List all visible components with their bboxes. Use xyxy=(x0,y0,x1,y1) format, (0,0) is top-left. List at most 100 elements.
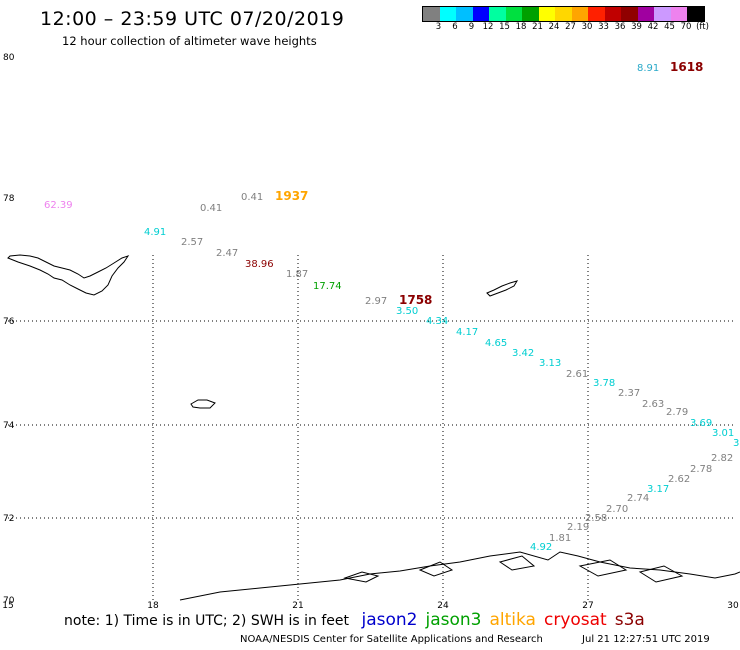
latitude-label: 80 xyxy=(3,53,15,63)
wave-height-label: 1.87 xyxy=(286,269,308,280)
longitude-label: 24 xyxy=(437,601,449,611)
color-swatch xyxy=(621,7,638,21)
color-scale-label: 6 xyxy=(452,22,458,32)
color-scale-label: 18 xyxy=(515,22,527,32)
wave-height-label: 2.70 xyxy=(606,504,628,515)
satellite-legend: jason2 jason3 altika cryosat s3a xyxy=(361,610,652,630)
color-swatch xyxy=(439,7,456,21)
longitude-label: 18 xyxy=(147,601,159,611)
wave-height-label: 2.61 xyxy=(566,369,588,380)
wave-height-label: 0.41 xyxy=(200,203,222,214)
color-swatch xyxy=(489,7,506,21)
color-swatch xyxy=(604,7,621,21)
color-scale-label: 12 xyxy=(482,22,494,32)
wave-height-label: 4.34 xyxy=(426,316,448,327)
latitude-label: 74 xyxy=(3,421,15,431)
wave-height-label: 2.63 xyxy=(642,399,664,410)
coastlines xyxy=(7,254,740,601)
wave-height-label: 3.17 xyxy=(647,484,669,495)
wave-height-label: 8.91 xyxy=(637,63,659,74)
svalbard-coastline xyxy=(7,254,130,296)
color-swatch xyxy=(423,7,440,21)
norway-islands-3 xyxy=(498,555,536,571)
color-swatch xyxy=(505,7,522,21)
longitude-label: 15 xyxy=(2,601,13,611)
color-swatch xyxy=(522,7,539,21)
wave-height-label: 62.39 xyxy=(44,200,73,211)
wave-height-label: 1618 xyxy=(670,60,703,74)
longitude-label: 27 xyxy=(582,601,593,611)
color-scale-label: 24 xyxy=(548,22,560,32)
color-scale-label: 36 xyxy=(614,22,626,32)
wave-height-label: 3.78 xyxy=(593,378,615,389)
color-swatch xyxy=(456,7,473,21)
wave-height-label: 2.58 xyxy=(585,513,607,524)
wave-height-label: 17.74 xyxy=(313,281,342,292)
color-scale-label: 21 xyxy=(532,22,543,32)
wave-height-label: 1.81 xyxy=(549,533,571,544)
color-scale-label: 30 xyxy=(581,22,593,32)
wave-height-label: 2.19 xyxy=(567,522,589,533)
wave-height-label: 2.37 xyxy=(618,388,640,399)
wave-height-label: 4.17 xyxy=(456,327,478,338)
wave-height-label: 3.01 xyxy=(712,428,734,439)
satellite-cryosat: cryosat xyxy=(543,610,607,630)
color-scale-label: 15 xyxy=(499,22,510,32)
longitude-label: 21 xyxy=(292,601,303,611)
footer-credit: NOAA/NESDIS Center for Satellite Applica… xyxy=(240,634,740,645)
color-swatch xyxy=(670,7,687,21)
color-scale-label: 3 xyxy=(435,22,442,32)
wave-height-label: 2.57 xyxy=(181,237,203,248)
color-swatch xyxy=(555,7,572,21)
norway-coastline xyxy=(179,551,740,601)
latitude-label: 72 xyxy=(3,514,14,524)
wave-height-label: 2.97 xyxy=(365,296,387,307)
wave-height-label: 3.50 xyxy=(396,306,418,317)
color-scale-label: 45 xyxy=(664,22,675,32)
wave-height-label: 4.65 xyxy=(485,338,507,349)
wave-height-label: 2.62 xyxy=(668,474,690,485)
satellite-s3a: s3a xyxy=(614,610,645,630)
bear-island-coastline xyxy=(190,399,216,409)
satellite-jason3: jason3 xyxy=(425,610,482,630)
color-scale-label: 33 xyxy=(598,22,609,32)
footer-note-row: note: 1) Time is in UTC; 2) SWH is in fe… xyxy=(64,610,661,630)
norway-islands-1 xyxy=(343,571,380,583)
wave-height-label: 2.47 xyxy=(216,248,238,259)
observation-labels: 8.91 1618 62.39 0.41 1937 0.41 4.91 2.57 2.47 38.… xyxy=(44,60,739,553)
color-scale-label: 70 xyxy=(680,22,692,32)
wave-height-label: 2.78 xyxy=(690,464,712,475)
color-swatch xyxy=(571,7,588,21)
color-scale xyxy=(422,6,705,22)
wave-height-label: 2.79 xyxy=(666,407,688,418)
longitude-label: 30 xyxy=(727,601,739,611)
wave-height-label: 2.82 xyxy=(711,453,733,464)
wave-height-label: 1758 xyxy=(399,293,432,307)
color-swatch xyxy=(538,7,555,21)
color-scale-label: 27 xyxy=(565,22,576,32)
agency-credit: NOAA/NESDIS Center for Satellite Applica… xyxy=(240,634,543,645)
color-swatch xyxy=(637,7,654,21)
color-scale-label: 42 xyxy=(647,22,659,32)
color-swatch xyxy=(588,7,605,21)
page-title: 12:00 – 23:59 UTC 07/20/2019 xyxy=(40,8,345,30)
color-scale-labels: 3 6 9 12 15 18 21 24 27 30 33 36 39 42 45 70 (ft) xyxy=(422,22,740,34)
color-scale-label: 39 xyxy=(631,22,642,32)
wave-height-label: 3.69 xyxy=(690,418,712,429)
latitude-label: 76 xyxy=(3,317,15,327)
wave-height-label: 4.92 xyxy=(530,542,552,553)
page-subtitle: 12 hour collection of altimeter wave hei… xyxy=(62,34,317,48)
wave-height-label: 1937 xyxy=(275,189,308,203)
satellite-altika: altika xyxy=(489,610,536,630)
footer-note: note: 1) Time is in UTC; 2) SWH is in fe… xyxy=(64,613,350,629)
wave-height-label: 3.42 xyxy=(512,348,534,359)
wave-height-label: 38.96 xyxy=(245,259,274,270)
color-swatch xyxy=(472,7,489,21)
map-gridlines xyxy=(8,255,733,600)
norway-islands-5 xyxy=(638,565,684,583)
satellite-jason2: jason2 xyxy=(361,610,418,630)
kong-karl-land-coastline xyxy=(486,280,519,297)
norway-islands-4 xyxy=(578,559,628,577)
